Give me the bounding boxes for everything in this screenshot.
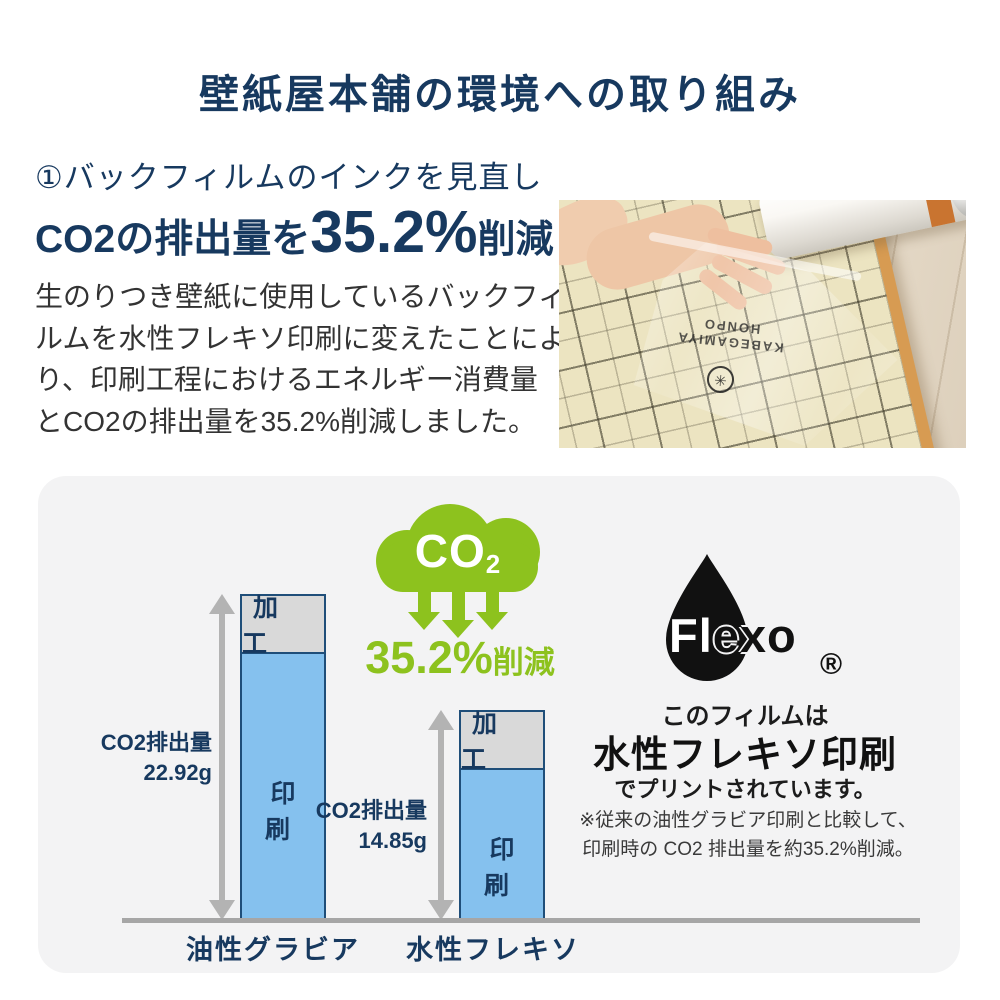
body-line: 生のりつき壁紙に使用しているバックフィ [35, 281, 566, 312]
emission-height-arrow-water [428, 710, 454, 920]
category-label-oil-gravure: 油性グラビア [186, 935, 360, 965]
headline-prefix: CO2の排出量を [35, 218, 311, 261]
segment-processing: 加工 [461, 710, 543, 774]
stacked-bar-water-flexo: 加工 印刷 [459, 710, 545, 920]
co2-cloud-icon: CO2 [376, 504, 540, 664]
reduction-percent: 35.2% [365, 632, 493, 683]
product-photo: KABEGAMIYA HONPO ✳ [559, 200, 966, 448]
page-title: 壁紙屋本舗の環境への取り組み [199, 73, 801, 117]
co2-down-arrow-icon [442, 592, 474, 638]
arrow-down-icon [428, 900, 454, 920]
arrow-up-icon [209, 594, 235, 614]
body-line: り、印刷工程におけるエネルギー消費量 [35, 364, 538, 395]
section-heading: ①バックフィルムのインクを見直し [35, 160, 543, 195]
emission-height-arrow-oil [209, 594, 235, 920]
co2-down-arrow-icon [408, 592, 440, 630]
flexo-footnote: ※従来の油性グラビア印刷と比較して、 印刷時の CO2 排出量を約35.2%削減… [579, 810, 917, 860]
reduction-callout: 35.2%削減 [365, 632, 555, 684]
flexo-caption-line1: このフィルムは [661, 703, 829, 730]
segment-processing: 加工 [242, 594, 324, 658]
emission-total-water: CO2排出量 14.85g [315, 798, 427, 853]
headline-suffix: 削減 [477, 219, 554, 261]
segment-printing: 印刷 [483, 836, 526, 900]
flexo-caption-line3: でプリントされています。 [614, 777, 876, 802]
water-drop-icon [666, 554, 748, 681]
arrow-down-icon [209, 900, 235, 920]
co2-cloud-label: CO2 [414, 525, 502, 579]
body-paragraph: 生のりつき壁紙に使用しているバックフィ ルムを水性フレキソ印刷に変えたことによ … [35, 276, 567, 442]
segment-printing: 印刷 [264, 780, 307, 844]
co2-down-arrow-icon [476, 592, 508, 630]
co2-headline: CO2の排出量を35.2%削減 [35, 200, 554, 280]
axis-baseline [122, 918, 920, 923]
flexo-wordmark: Flexo [669, 609, 797, 662]
body-line: ルムを水性フレキソ印刷に変えたことによ [35, 322, 567, 354]
arrow-up-icon [428, 710, 454, 730]
stacked-bar-oil-gravure: 加工 印刷 [240, 594, 326, 920]
body-line: とCO2の排出量を35.2%削減しました。 [35, 405, 536, 437]
emission-total-oil: CO2排出量 22.92g [100, 730, 212, 785]
reduction-suffix: 削減 [492, 645, 555, 680]
infographic-panel: CO2排出量 22.92g 加工 印刷 CO2 35.2%削減 CO2排出量 [38, 476, 960, 973]
roll-orange-band [916, 200, 956, 228]
registered-mark: ® [820, 648, 843, 681]
headline-percent: 35.2% [310, 199, 478, 265]
category-label-water-flexo: 水性フレキソ [406, 935, 580, 965]
flexo-caption-line2: 水性フレキソ印刷 [593, 734, 897, 775]
